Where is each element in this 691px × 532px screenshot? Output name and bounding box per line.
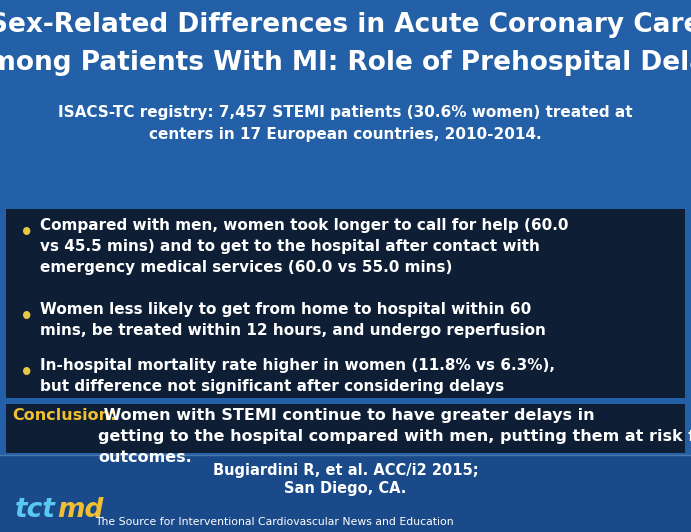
Text: •: • bbox=[20, 223, 33, 243]
Text: tct: tct bbox=[15, 497, 56, 523]
Bar bbox=[0, 455, 691, 532]
Text: •: • bbox=[20, 363, 33, 383]
Text: Compared with men, women took longer to call for help (60.0
vs 45.5 mins) and to: Compared with men, women took longer to … bbox=[40, 218, 569, 275]
Text: Conclusion:: Conclusion: bbox=[12, 408, 117, 423]
Text: Among Patients With MI: Role of Prehospital Delay: Among Patients With MI: Role of Prehospi… bbox=[0, 50, 691, 76]
Text: ISACS-TC registry: 7,457 STEMI patients (30.6% women) treated at
centers in 17 E: ISACS-TC registry: 7,457 STEMI patients … bbox=[58, 105, 633, 142]
Text: Women with STEMI continue to have greater delays in
getting to the hospital comp: Women with STEMI continue to have greate… bbox=[98, 408, 691, 465]
Text: In-hospital mortality rate higher in women (11.8% vs 6.3%),
but difference not s: In-hospital mortality rate higher in wom… bbox=[40, 358, 555, 394]
Bar bbox=[0, 0, 691, 205]
Text: The Source for Interventional Cardiovascular News and Education: The Source for Interventional Cardiovasc… bbox=[95, 517, 453, 527]
Bar bbox=[6, 209, 685, 398]
Text: md: md bbox=[57, 497, 104, 523]
Text: Sex-Related Differences in Acute Coronary Care: Sex-Related Differences in Acute Coronar… bbox=[0, 12, 691, 38]
Text: San Diego, CA.: San Diego, CA. bbox=[284, 481, 407, 496]
Text: •: • bbox=[20, 307, 33, 327]
Bar bbox=[6, 404, 685, 453]
Text: Bugiardini R, et al. ACC/i2 2015;: Bugiardini R, et al. ACC/i2 2015; bbox=[213, 463, 478, 478]
Text: Women less likely to get from home to hospital within 60
mins, be treated within: Women less likely to get from home to ho… bbox=[40, 302, 546, 338]
